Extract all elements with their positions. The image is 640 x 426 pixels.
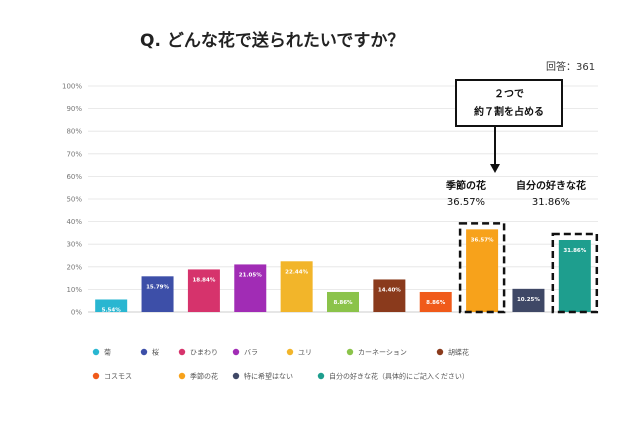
- legend-marker: [140, 348, 148, 356]
- y-axis-ticks: 0% 10% 20% 30% 40% 50% 60% 70% 80% 90% 100%: [62, 83, 82, 317]
- callout-line2: 約７割を占める: [474, 105, 544, 118]
- bar: [280, 261, 313, 312]
- bar: [187, 269, 220, 312]
- y-tick-label: 100%: [62, 83, 82, 91]
- legend-label: ひまわり: [190, 349, 218, 357]
- bar-value-label: 15.79%: [146, 284, 169, 290]
- legend-marker: [232, 372, 240, 380]
- legend-label: 自分の好きな花（具体的にご記入ください）: [329, 372, 469, 381]
- bars: [95, 229, 591, 312]
- callout: ２つで 約７割を占める: [455, 79, 563, 173]
- bar: [234, 264, 267, 312]
- bar: [512, 288, 545, 312]
- chart-title: Q. どんな花で送られたいですか？: [140, 30, 404, 51]
- bar-value-label: 31.86%: [563, 248, 586, 254]
- bar: [327, 291, 359, 312]
- y-tick-label: 30%: [66, 241, 82, 249]
- bar-value-label: 18.84%: [192, 277, 215, 283]
- y-tick-label: 50%: [66, 196, 82, 204]
- legend-marker: [92, 372, 100, 380]
- callout-line1: ２つで: [494, 88, 524, 100]
- legend-marker: [232, 348, 240, 356]
- bar: [419, 291, 452, 312]
- y-tick-label: 60%: [66, 173, 82, 181]
- legend-label: 胡蝶花: [448, 348, 469, 357]
- highlight-name-favorite: 自分の好きな花: [516, 179, 586, 192]
- y-tick-label: 70%: [66, 150, 82, 158]
- bar-value-label: 36.57%: [471, 237, 494, 243]
- legend-label: バラ: [244, 349, 258, 357]
- legend-marker: [346, 348, 354, 356]
- respondent-count: 回答：361: [546, 60, 595, 73]
- legend-label: ユリ: [298, 349, 312, 357]
- bar-value-label: 10.25%: [517, 297, 540, 303]
- legend-marker: [436, 348, 444, 356]
- callout-box: [455, 79, 563, 127]
- legend-label: 特に希望はない: [244, 372, 293, 381]
- legend-label: コスモス: [104, 373, 132, 381]
- bar-value-label: 8.86%: [426, 300, 446, 306]
- legend-label: 季節の花: [190, 372, 218, 381]
- y-tick-label: 10%: [66, 286, 82, 294]
- legend-label: カーネーション: [358, 349, 407, 357]
- legend-marker: [178, 348, 186, 356]
- highlight-value-seasonal: 36.57%: [447, 197, 485, 208]
- y-tick-label: 80%: [66, 128, 82, 136]
- highlight-value-favorite: 31.86%: [532, 197, 570, 208]
- legend-label: 菊: [104, 348, 111, 357]
- highlight-frame-seasonal: [458, 222, 506, 314]
- legend-marker: [178, 372, 186, 380]
- bar: [466, 229, 499, 312]
- legend-marker: [286, 348, 294, 356]
- bar-value-label: 22.44%: [285, 269, 308, 275]
- y-tick-label: 90%: [66, 105, 82, 113]
- y-tick-label: 40%: [66, 218, 82, 226]
- bar: [558, 239, 591, 312]
- bar: [141, 276, 174, 312]
- bar: [373, 279, 406, 312]
- bar-value-label: 5.54%: [102, 307, 122, 313]
- bar-value-label: 8.86%: [333, 300, 353, 306]
- legend-marker: [317, 372, 325, 380]
- bar: [95, 299, 128, 312]
- y-tick-label: 0%: [71, 309, 82, 317]
- legend-label: 桜: [152, 348, 159, 357]
- bar-value-label: 14.40%: [378, 287, 401, 293]
- bar-value-labels: 5.54% 15.79% 18.84% 21.05% 22.44% 8.86% 14.40%…: [102, 237, 587, 313]
- highlight-frame-favorite: [551, 232, 599, 314]
- callout-arrow-head: [490, 164, 500, 173]
- y-tick-label: 20%: [66, 263, 82, 271]
- legend-marker: [92, 348, 100, 356]
- highlight-name-seasonal: 季節の花: [445, 179, 486, 192]
- bar-value-label: 21.05%: [239, 272, 262, 278]
